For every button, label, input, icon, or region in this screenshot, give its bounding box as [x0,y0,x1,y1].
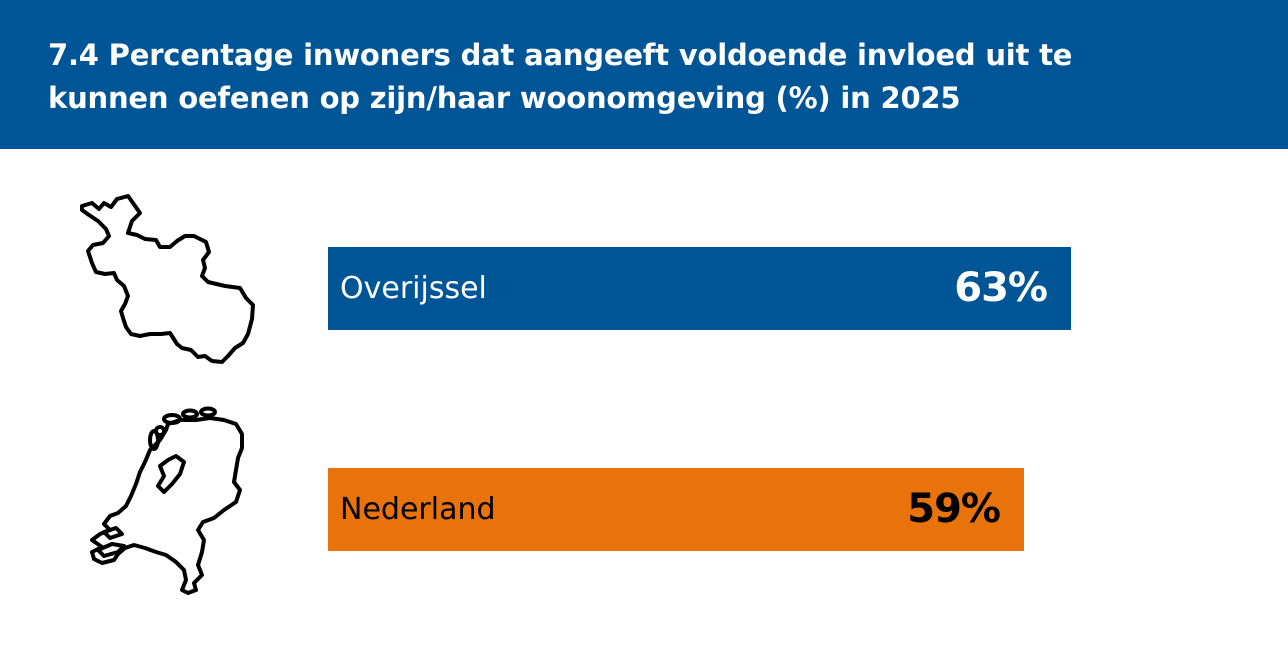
bar-value-nederland: 59% [907,486,1001,532]
bar-nederland: Nederland 59% [328,468,1024,551]
chart-title: 7.4 Percentage inwoners dat aangeeft vol… [48,38,1073,115]
bar-value-overijssel: 63% [954,265,1048,311]
title-banner: 7.4 Percentage inwoners dat aangeeft vol… [0,0,1288,149]
netherlands-outline-icon [90,406,244,595]
bar-label-overijssel: Overijssel [340,271,487,306]
overijssel-outline-icon [80,194,255,364]
bar-label-nederland: Nederland [340,492,496,527]
bar-overijssel: Overijssel 63% [328,247,1071,330]
